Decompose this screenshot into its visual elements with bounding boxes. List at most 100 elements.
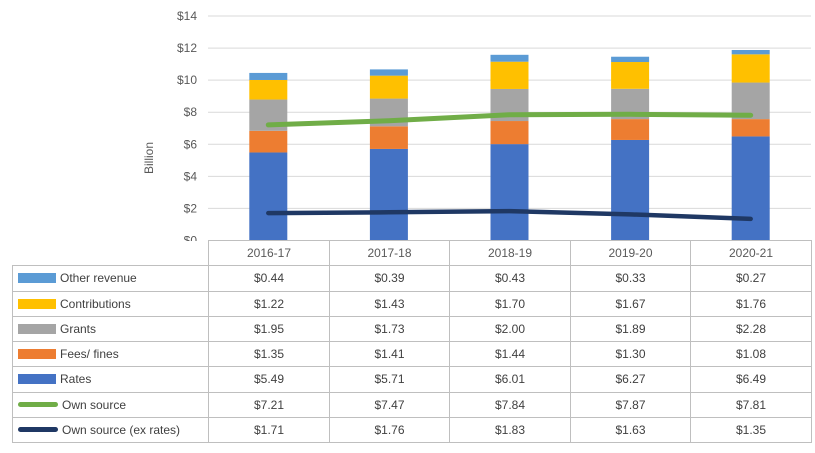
y-tick-label: $14 [177,9,197,23]
bar-segment-other-revenue [369,69,408,76]
value-cell: $1.67 [570,290,691,317]
table-row-fees-fines: Fees/ fines $1.35 $1.41 $1.44 $1.30 $1.08 [12,340,812,368]
value-cell: $1.63 [570,416,691,444]
bar-segment-contributions [731,54,770,83]
legend-cell: Grants [12,315,209,343]
bar-segment-rates [490,144,529,241]
revenue-chart-plot: $0 $2 $4 $6 $8 $10 $12 $14 [177,9,811,242]
bar-segment-fees-fines [369,126,408,149]
bar-segment-contributions [611,62,650,89]
value-cell: $0.43 [449,265,571,292]
value-cell: $1.08 [690,340,812,368]
value-cell: $6.27 [570,366,691,393]
category-header-cell: 2018-19 [449,239,571,267]
legend-label: Grants [60,321,97,336]
y-tick-label: $6 [184,137,198,151]
bar-segment-other-revenue [249,72,288,80]
legend-key-fees-fines-icon [18,349,56,360]
legend-key-rates-icon [18,374,56,385]
value-cell: $1.35 [208,340,330,368]
bar-segment-other-revenue [731,49,770,55]
value-cell: $7.87 [570,391,691,418]
legend-label: Contributions [60,296,131,311]
bar-segment-rates [249,152,288,241]
value-cell: $1.70 [449,290,571,317]
y-tick-label: $8 [184,105,198,119]
value-cell: $7.84 [449,391,571,418]
table-row-other-revenue: Other revenue $0.44 $0.39 $0.43 $0.33 $0.27 [12,265,812,292]
value-cell: $0.33 [570,265,691,292]
category-header-cell: 2020-21 [690,239,812,267]
value-cell: $5.49 [208,366,330,393]
legend-key-own-source-icon [18,402,58,408]
legend-cell: Other revenue [12,265,209,292]
bar-segment-fees-fines [249,130,288,153]
bar-segment-rates [611,139,650,241]
line-own-source [265,111,754,128]
table-row-contributions: Contributions $1.22 $1.43 $1.70 $1.67 $1.76 [12,290,812,317]
value-cell: $1.76 [329,416,450,444]
value-cell: $7.47 [329,391,450,418]
legend-cell: Own source [12,391,209,418]
y-tick-label: $12 [177,41,197,55]
bar-segment-fees-fines [490,121,529,145]
value-cell: $1.30 [570,340,691,368]
legend-cell: Rates [12,366,209,393]
bar-segment-other-revenue [490,54,529,62]
y-tick-label: $10 [177,73,197,87]
value-cell: $1.71 [208,416,330,444]
value-cell: $1.41 [329,340,450,368]
legend-label: Fees/ fines [60,347,119,362]
y-axis-title: Billion [142,142,156,175]
value-cell: $1.83 [449,416,571,444]
table-corner-spacer [13,241,209,266]
value-cell: $5.71 [329,366,450,393]
value-cell: $6.49 [690,366,812,393]
value-cell: $2.00 [449,315,571,343]
value-cell: $1.95 [208,315,330,343]
bar-segment-contributions [369,75,408,99]
y-tick-label: $4 [184,169,198,183]
table-row-rates: Rates $5.49 $5.71 $6.01 $6.27 $6.49 [12,366,812,393]
legend-cell: Own source (ex rates) [12,416,209,444]
bar-segment-rates [369,148,408,241]
value-cell: $7.21 [208,391,330,418]
value-cell: $2.28 [690,315,812,343]
bar-segment-fees-fines [611,119,650,140]
bar-segment-fees-fines [731,119,770,137]
bar-segment-contributions [249,79,288,100]
value-cell: $1.76 [690,290,812,317]
table-row-own-source-ex-rates: Own source (ex rates) $1.71 $1.76 $1.83 $1.6… [12,416,812,444]
legend-label: Rates [60,372,92,387]
legend-label: Own source [62,397,127,412]
category-header-cell: 2019-20 [570,239,691,267]
legend-key-own-source-ex-rates-icon [18,427,58,433]
bar-segment-rates [731,136,770,241]
line-own-source-ex-rates [266,208,753,222]
value-cell: $0.44 [208,265,330,292]
data-table: 2016-17 2017-18 2018-19 2019-20 2020-21 Other… [12,239,812,444]
value-cell: $0.27 [690,265,812,292]
bar-segment-contributions [490,61,529,89]
value-cell: $7.81 [690,391,812,418]
legend-label: Own source (ex rates) [62,422,181,437]
legend-cell: Contributions [12,290,209,317]
value-cell: $0.39 [329,265,450,292]
value-cell: $1.73 [329,315,450,343]
value-cell: $1.89 [570,315,691,343]
category-header-cell: 2016-17 [208,239,330,267]
legend-label: Other revenue [60,271,137,286]
legend-key-contributions-icon [18,298,56,309]
table-row-grants: Grants $1.95 $1.73 $2.00 $1.89 $2.28 [12,315,812,343]
value-cell: $1.43 [329,290,450,317]
category-header-cell: 2017-18 [329,239,450,267]
value-cell: $1.44 [449,340,571,368]
legend-key-other-revenue-icon [18,273,56,284]
value-cell: $6.01 [449,366,571,393]
value-cell: $1.35 [690,416,812,444]
bar-segment-other-revenue [611,56,650,63]
category-header-row: 2016-17 2017-18 2018-19 2019-20 2020-21 [13,239,812,267]
legend-cell: Fees/ fines [12,340,209,368]
y-tick-label: $0 [184,234,198,242]
